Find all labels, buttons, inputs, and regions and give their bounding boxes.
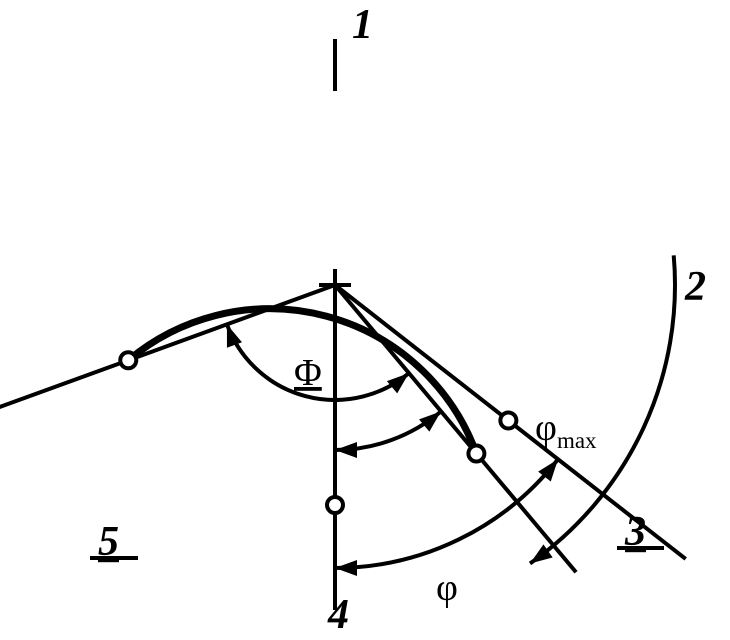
arrow-head xyxy=(419,411,441,431)
node-marker xyxy=(120,352,136,368)
label-phi_max_sym: φmax xyxy=(535,407,597,453)
arc-phi-max xyxy=(335,411,441,450)
label-2: 2 xyxy=(684,264,706,310)
label-Phi: Φ xyxy=(294,352,322,394)
node-marker xyxy=(468,446,484,462)
arrow-head xyxy=(335,560,357,576)
node-marker xyxy=(500,412,516,428)
diagram-canvas: 1 2 3 4 5 Φφmax φ xyxy=(0,0,730,640)
label-3: 3 xyxy=(624,509,646,555)
label-4: 4 xyxy=(327,592,349,638)
node-marker xyxy=(327,497,343,513)
label-phi_sym: φ xyxy=(436,567,458,609)
label-5: 5 xyxy=(98,519,119,565)
arrow-head xyxy=(227,324,242,347)
radius-left xyxy=(0,285,335,413)
label-1: 1 xyxy=(352,2,373,48)
arrow-head xyxy=(335,442,357,458)
arrow-head xyxy=(387,373,409,393)
